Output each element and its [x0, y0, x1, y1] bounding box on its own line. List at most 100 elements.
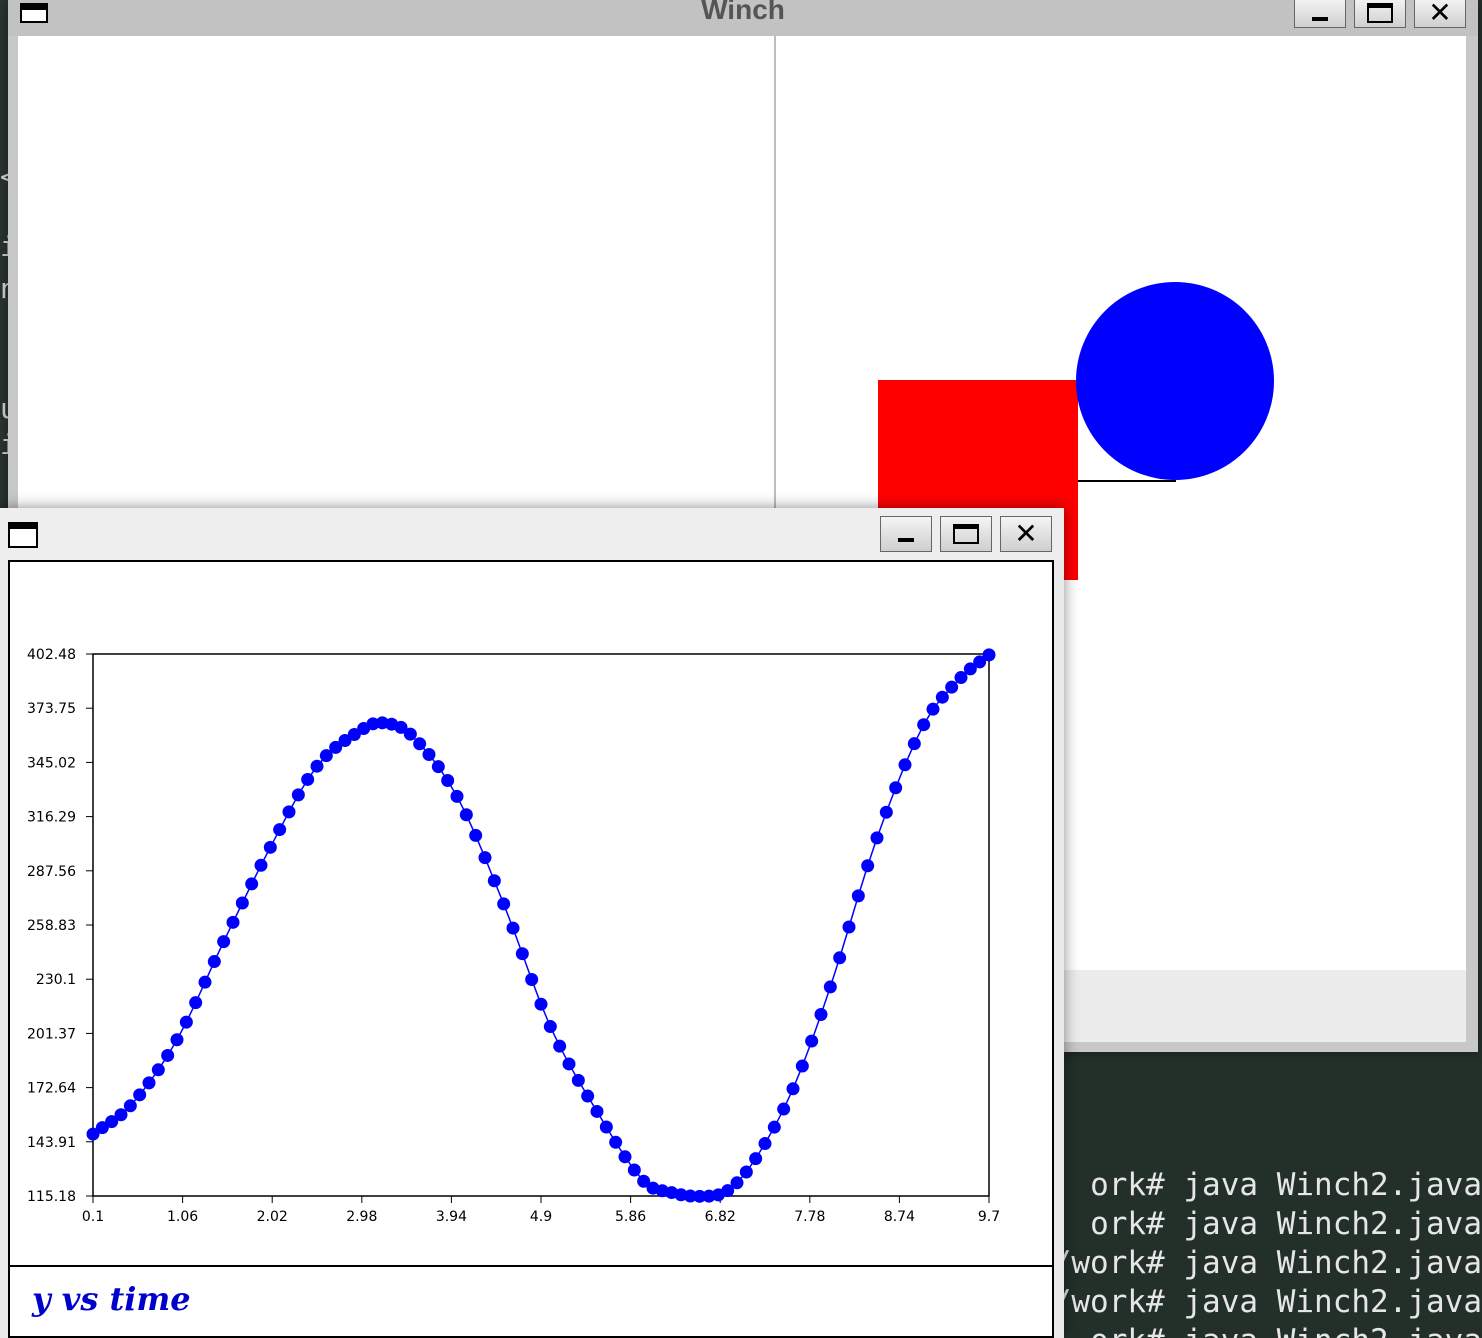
minimize-icon — [898, 538, 914, 542]
data-point — [982, 648, 996, 662]
y-tick-label: 201.37 — [27, 1026, 76, 1042]
data-point — [954, 671, 968, 685]
data-point — [245, 877, 259, 891]
winch-drum — [1076, 282, 1274, 480]
data-point — [431, 760, 445, 774]
data-point — [730, 1176, 744, 1190]
y-vs-time-chart: 0.1 1.06 2.02 2.98 3.94 4.9 5.86 6.82 7.78 8.74 9.… — [27, 647, 1000, 1225]
window-menu-icon[interactable] — [8, 522, 38, 548]
data-point — [805, 1034, 819, 1048]
x-tick-label: 7.78 — [794, 1209, 825, 1225]
data-point — [441, 774, 455, 788]
data-point — [114, 1108, 128, 1122]
data-point — [198, 975, 212, 989]
terminal-line: /work# java Winch2.java — [1060, 1284, 1482, 1320]
data-point — [721, 1184, 735, 1198]
data-point — [413, 737, 427, 751]
close-icon: ✕ — [1428, 0, 1452, 29]
data-point — [282, 805, 296, 819]
data-point — [543, 1020, 557, 1034]
data-point — [926, 702, 940, 716]
data-point — [814, 1008, 828, 1022]
data-point — [459, 808, 473, 822]
data-point — [786, 1082, 800, 1096]
plot-canvas: 0.1 1.06 2.02 2.98 3.94 4.9 5.86 6.82 7.78 8.74 9.… — [8, 560, 1054, 1338]
x-tick-label: 2.02 — [257, 1209, 288, 1225]
data-point — [301, 772, 315, 786]
data-point — [553, 1039, 567, 1053]
x-tick-label: 5.86 — [615, 1209, 646, 1225]
data-point — [777, 1102, 791, 1116]
maximize-button[interactable] — [940, 516, 992, 552]
data-point — [217, 935, 231, 949]
data-point — [571, 1073, 585, 1087]
y-tick-label: 115.18 — [27, 1189, 76, 1205]
data-point — [487, 874, 501, 888]
data-point — [450, 789, 464, 803]
plot-titlebar[interactable]: ✕ — [0, 508, 1064, 560]
data-point — [767, 1120, 781, 1134]
data-point — [170, 1033, 184, 1047]
data-point — [907, 737, 921, 751]
terminal-line: ork# java Winch2.java — [1090, 1167, 1482, 1203]
terminal-line: ork# java Winch2.java — [1090, 1206, 1482, 1242]
data-point — [627, 1163, 641, 1177]
data-point — [338, 734, 352, 748]
data-point — [749, 1152, 763, 1166]
terminal-line: /work# java Winch2.java — [1060, 1245, 1482, 1281]
data-point — [637, 1174, 651, 1188]
data-point — [394, 720, 408, 734]
close-icon: ✕ — [1014, 517, 1038, 550]
close-button[interactable]: ✕ — [1414, 0, 1466, 28]
y-tick-label: 258.83 — [27, 918, 76, 934]
data-point — [105, 1115, 119, 1129]
legend-label: y vs time — [32, 1280, 191, 1318]
close-button[interactable]: ✕ — [1000, 516, 1052, 552]
data-point — [842, 920, 856, 934]
x-tick-label: 0.1 — [82, 1209, 104, 1225]
minimize-icon — [1312, 17, 1328, 21]
data-point — [851, 889, 865, 903]
plot-window: ✕ 0.1 1.06 2.02 2.98 3.94 4.9 5.86 6.82 7.78 8.74… — [0, 508, 1064, 1338]
data-point — [562, 1057, 576, 1071]
data-point — [189, 996, 203, 1010]
data-point — [945, 680, 959, 694]
data-point — [310, 759, 324, 773]
y-tick-label: 143.91 — [27, 1135, 76, 1151]
minimize-button[interactable] — [880, 516, 932, 552]
y-tick-label: 172.64 — [27, 1081, 76, 1097]
data-point — [329, 740, 343, 754]
data-point — [291, 788, 305, 802]
data-point — [86, 1127, 100, 1141]
window-title: Winch — [701, 0, 785, 25]
winch-rope — [1078, 480, 1176, 482]
x-tick-label: 2.98 — [346, 1209, 377, 1225]
data-point — [870, 831, 884, 845]
data-point — [515, 947, 529, 961]
data-point — [95, 1121, 109, 1135]
x-tick-label: 3.94 — [436, 1209, 467, 1225]
data-point — [935, 690, 949, 704]
data-point — [693, 1189, 707, 1203]
data-point — [525, 972, 539, 986]
data-point — [879, 805, 893, 819]
data-point — [758, 1137, 772, 1151]
x-tick-label: 1.06 — [167, 1209, 198, 1225]
data-point — [823, 980, 837, 994]
minimize-button[interactable] — [1294, 0, 1346, 28]
data-point — [179, 1015, 193, 1029]
data-point — [917, 718, 931, 732]
data-point — [963, 662, 977, 676]
data-point — [273, 823, 287, 837]
data-point — [534, 997, 548, 1011]
window-menu-icon[interactable] — [20, 3, 48, 23]
data-point — [226, 915, 240, 929]
background-terminal[interactable]: ork# java Winch2.java ork# java Winch2.j… — [1060, 1160, 1482, 1338]
data-point — [898, 758, 912, 772]
data-point — [833, 951, 847, 965]
winch-titlebar[interactable]: Winch ✕ — [8, 0, 1478, 36]
maximize-button[interactable] — [1354, 0, 1406, 28]
data-point — [161, 1048, 175, 1062]
data-point — [590, 1104, 604, 1118]
data-point — [618, 1150, 632, 1164]
